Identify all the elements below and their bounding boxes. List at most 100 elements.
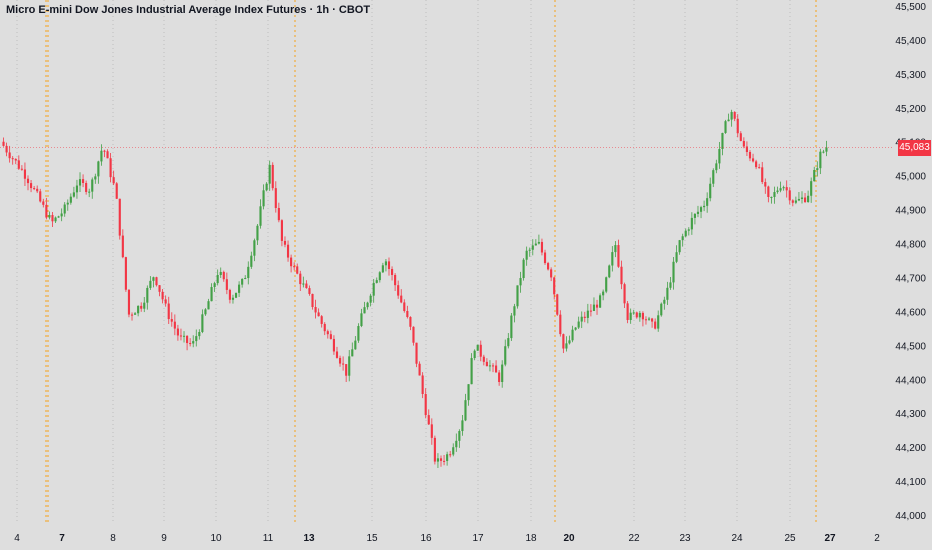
candle-body xyxy=(332,338,336,352)
candle-body xyxy=(152,277,155,281)
candle-body xyxy=(210,287,213,302)
y-tick-label: 45,000 xyxy=(895,172,926,183)
candle-body xyxy=(400,295,403,303)
candle-body xyxy=(69,196,72,203)
candle-body xyxy=(586,310,589,318)
candle-body xyxy=(608,265,611,278)
candle-body xyxy=(378,272,381,281)
candle-body xyxy=(559,314,562,335)
candle-body xyxy=(507,338,510,347)
candle-body xyxy=(94,176,97,180)
candle-body xyxy=(491,365,495,367)
x-tick-label: 25 xyxy=(784,533,796,544)
candle-body xyxy=(280,220,283,241)
candle-body xyxy=(225,279,228,290)
candle-body xyxy=(657,315,660,329)
candle-body xyxy=(219,271,222,275)
candle-body xyxy=(488,365,492,367)
candle-body xyxy=(60,213,63,217)
candle-body xyxy=(290,257,293,267)
candle-body xyxy=(543,252,547,264)
candle-body xyxy=(106,151,109,159)
candle-body xyxy=(684,230,687,237)
candle-body xyxy=(547,263,550,270)
candle-body xyxy=(436,458,440,462)
candle-body xyxy=(813,170,816,182)
candle-body xyxy=(501,364,504,382)
x-tick-label: 23 xyxy=(679,533,691,544)
candle-body xyxy=(623,284,626,304)
x-tick-label: 18 xyxy=(525,533,537,544)
candle-body xyxy=(216,274,219,284)
candle-body xyxy=(23,169,27,179)
candle-body xyxy=(788,190,791,201)
candle-body xyxy=(696,211,700,214)
candle-body xyxy=(394,274,397,286)
candle-body xyxy=(134,313,137,315)
y-tick-label: 44,500 xyxy=(895,341,926,352)
candle-body xyxy=(810,181,813,196)
candle-body xyxy=(800,197,804,199)
candle-body xyxy=(244,278,247,280)
candle-body xyxy=(88,191,91,193)
candle-body xyxy=(513,306,516,316)
candlestick-series xyxy=(2,109,828,469)
y-tick-label: 44,900 xyxy=(895,206,926,217)
candle-body xyxy=(329,334,332,339)
candle-body xyxy=(531,245,534,250)
candle-body xyxy=(149,280,152,288)
candle-body xyxy=(323,323,326,332)
candle-body xyxy=(773,192,776,197)
candle-body xyxy=(464,400,467,421)
y-tick-label: 44,000 xyxy=(895,511,926,522)
candle-body xyxy=(807,195,810,203)
candle-body xyxy=(14,158,17,161)
candle-body xyxy=(819,151,822,169)
y-tick-label: 44,200 xyxy=(895,443,926,454)
x-tick-label: 10 xyxy=(210,533,222,544)
candle-body xyxy=(412,326,415,343)
candle-body xyxy=(20,168,23,170)
candle-body xyxy=(354,340,357,350)
candle-body xyxy=(519,278,522,286)
candle-body xyxy=(785,187,788,191)
candle-body xyxy=(317,312,320,317)
candle-body xyxy=(794,200,797,203)
candle-body xyxy=(11,158,14,160)
candle-body xyxy=(537,241,540,244)
candle-body xyxy=(140,305,143,309)
candle-body xyxy=(51,215,54,222)
candle-body xyxy=(213,283,216,288)
candle-body xyxy=(498,372,501,382)
candle-body xyxy=(137,305,140,314)
candle-body xyxy=(91,179,94,192)
candle-body xyxy=(372,282,375,296)
candle-body xyxy=(751,158,755,162)
candle-body xyxy=(482,356,485,362)
candle-body xyxy=(179,335,183,337)
candle-body xyxy=(36,188,39,192)
candle-body xyxy=(739,133,742,141)
candle-body xyxy=(571,329,574,341)
candle-body xyxy=(259,206,262,226)
candle-body xyxy=(418,363,421,376)
candle-body xyxy=(103,150,106,152)
x-tick-label: 20 xyxy=(563,533,575,544)
candle-body xyxy=(238,284,241,293)
candle-body xyxy=(48,215,51,218)
time-axis[interactable]: 4 7 8 9 10 11 13 15 16 17 18 20 22 23 24 25 27 2 xyxy=(14,533,880,544)
candle-body xyxy=(265,183,268,191)
candle-body xyxy=(782,187,785,189)
candle-body xyxy=(611,252,614,266)
candle-body xyxy=(690,217,693,230)
x-tick-label: 4 xyxy=(14,533,20,544)
candle-body xyxy=(791,200,794,203)
candle-body xyxy=(384,261,388,266)
candle-body xyxy=(635,312,638,318)
candle-body xyxy=(342,363,345,365)
candle-body xyxy=(250,255,253,267)
candle-body xyxy=(583,316,586,318)
x-tick-label: 16 xyxy=(420,533,432,544)
